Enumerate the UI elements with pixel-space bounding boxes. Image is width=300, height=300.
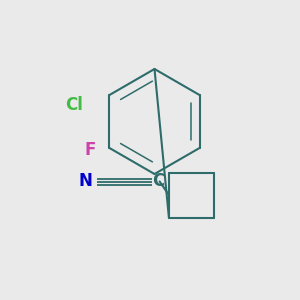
Text: C: C <box>152 172 164 190</box>
Text: Cl: Cl <box>65 96 83 114</box>
Text: N: N <box>79 172 92 190</box>
Text: F: F <box>84 141 96 159</box>
